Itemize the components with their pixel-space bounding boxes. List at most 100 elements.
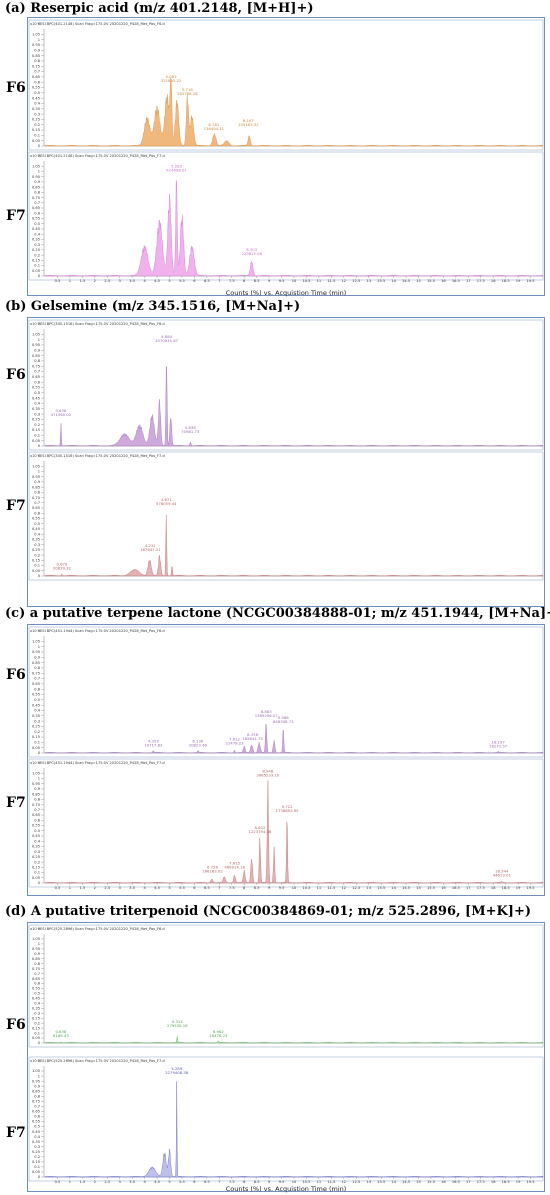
x-tick-label: 15.5: [427, 886, 435, 890]
y-tick-label: 0.4: [34, 1135, 40, 1139]
y-tick-label: 0.55: [32, 86, 40, 90]
x-tick-label: 9: [268, 1180, 271, 1184]
x-tick-label: 10.5: [302, 886, 310, 890]
y-tick-label: 0.85: [32, 354, 40, 358]
y-tick-label: 0.1: [34, 264, 40, 268]
y-tick-label: 0.7: [34, 808, 40, 812]
y-tick-label: 0.05: [32, 139, 40, 143]
trace-a-F7: [44, 180, 544, 277]
y-tick-label: 0.85: [32, 957, 40, 961]
x-tick-label: 5.5: [179, 279, 185, 283]
peak-label-rt: 9.722: [282, 804, 293, 809]
plot-frame: [28, 1056, 544, 1182]
y-tick-label: 0.65: [32, 506, 40, 510]
y-tick-label: 0.9: [34, 48, 40, 52]
trace-d-F7: [44, 1081, 544, 1178]
x-tick-label: 18: [491, 886, 496, 890]
x-tick-label: 19: [516, 886, 521, 890]
y-tick-label: 0.15: [32, 259, 40, 263]
peak-label-rt: 18.197: [491, 740, 505, 745]
y-tick-label: 0.65: [32, 1110, 40, 1114]
y-tick-label: 1.05: [32, 937, 40, 941]
y-tick-label: 0.55: [32, 987, 40, 991]
x-tick-label: 16: [441, 279, 446, 283]
y-tick-label: 0.3: [34, 543, 40, 547]
x-tick-label: 14.5: [402, 886, 410, 890]
y-tick-label: 0.9: [34, 480, 40, 484]
peak-label-rt: 8.167: [243, 118, 254, 123]
section-d-title: (d) A putative triterpenoid (NCGC0038486…: [5, 904, 531, 919]
plot-label-d-f7: F7: [6, 1125, 26, 1141]
y-tick-label: 0.95: [32, 175, 40, 179]
y-tick-label: 0.4: [34, 232, 40, 236]
y-tick-label: 0.5: [34, 391, 40, 395]
y-tick-label: 0.35: [32, 538, 40, 542]
x-tick-label: 12: [342, 886, 347, 890]
y-tick-label: 0.25: [32, 1150, 40, 1154]
plot-label-d-f6: F6: [6, 1017, 26, 1033]
y-tick-label: 0: [38, 1175, 41, 1179]
plot-header: +ESI BPC(525.2896) Scan Frag=175.0V 2020…: [37, 1059, 165, 1063]
x-tick-label: 19: [516, 279, 521, 283]
plot-header: +ESI BPC(401.2148) Scan Frag=175.0V 2020…: [37, 154, 165, 158]
x-tick-label: 11.5: [327, 279, 335, 283]
x-tick-label: 16.5: [452, 279, 460, 283]
x-tick-label: 1.5: [79, 886, 85, 890]
x-tick-label: 9.5: [279, 279, 285, 283]
x-tick-label: 2.5: [104, 886, 110, 890]
x-tick-label: 10.5: [302, 1180, 310, 1184]
x-tick-label: 13: [366, 279, 371, 283]
peak-label-rt: 5.283: [171, 163, 182, 168]
x-tick-label: 7: [218, 1180, 220, 1184]
x-tick-label: 2: [94, 279, 96, 283]
y-tick-label: 0.25: [32, 725, 40, 729]
y-tick-label: 0.1: [34, 741, 40, 745]
x-tick-label: 9: [268, 886, 271, 890]
peak-label-area: 21478.23: [225, 740, 244, 745]
x-tick-label: 18.5: [502, 1180, 510, 1184]
peak-label-rt: 8.883: [261, 709, 272, 714]
plot-label-a-f7: F7: [6, 208, 26, 224]
y-tick-label: 0.5: [34, 222, 40, 226]
y-tick-label: 0.45: [32, 96, 40, 100]
x-tick-label: 13: [366, 1180, 371, 1184]
y-tick-label: 0.4: [34, 709, 40, 713]
y-tick-label: 0: [38, 144, 41, 148]
peak-label-rt: 9.568: [278, 715, 289, 720]
panel-d: [27, 922, 545, 1192]
y-tick-label: 0.4: [34, 532, 40, 536]
x-tick-label: 14.5: [402, 1180, 410, 1184]
x-tick-label: 10.5: [302, 279, 310, 283]
x-tick-label: 3: [119, 1180, 121, 1184]
peak-label-rt: 5.836: [185, 425, 196, 430]
y-tick-label: 0.3: [34, 1011, 40, 1015]
y-tick-label: 0.6: [34, 511, 40, 515]
peak-label-rt: 0.638: [55, 1029, 66, 1034]
y-tick-label: 0.8: [34, 666, 40, 670]
plot-a-F6: +ESI BPC(401.2148) Scan Frag=175.0V 2020…: [28, 19, 544, 151]
plot-b-F6: +ESI BPC(345.1516) Scan Frag=175.0V 2020…: [28, 319, 544, 451]
panel-b: [27, 317, 545, 607]
y-tick-label: 0.6: [34, 1115, 40, 1119]
peak-label-area: 263788.28: [177, 91, 198, 96]
plot-c-F6: +ESI BPC(451.1944) Scan Frag=175.0V 2020…: [28, 626, 544, 758]
peak-label-area: 20823.46: [189, 743, 208, 748]
x-tick-label: 6: [193, 1180, 196, 1184]
x-tick-label: 16.5: [452, 1180, 460, 1184]
x-tick-label: 8.5: [254, 886, 260, 890]
y-tick-label: 0: [38, 1041, 41, 1045]
y-tick-label: 0.6: [34, 818, 40, 822]
x-tick-label: 5: [168, 886, 170, 890]
x-tick-label: 4: [143, 1180, 146, 1184]
y-tick-label: 0.75: [32, 496, 40, 500]
plot-header: +ESI BPC(451.1944) Scan Frag=175.0V 2020…: [37, 761, 165, 765]
y-tick-label: 0.3: [34, 850, 40, 854]
y-tick-label: 0.65: [32, 682, 40, 686]
y-tick-label: 0.75: [32, 196, 40, 200]
y-tick-label: 0.8: [34, 59, 40, 63]
y-tick-label: 0.25: [32, 855, 40, 859]
y-tick-label: 0.7: [34, 1105, 40, 1109]
x-tick-label: 17: [466, 886, 471, 890]
y-tick-label: 0: [38, 274, 41, 278]
x-tick-label: 11: [317, 279, 322, 283]
